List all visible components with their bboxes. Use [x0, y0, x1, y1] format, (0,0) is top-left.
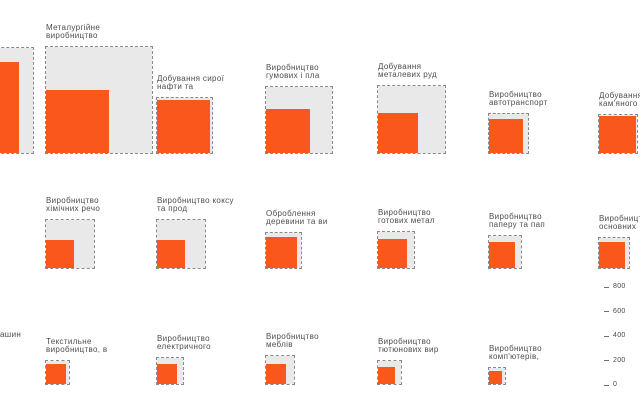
value-square [378, 367, 395, 384]
industry-label: Виробництво автотранспорт [489, 90, 548, 107]
reference-box [265, 232, 302, 269]
industry-label: Виробництво хімічних речо [46, 196, 101, 213]
value-square [266, 237, 297, 268]
value-square [378, 113, 418, 153]
industry-label: Виробництво паперу та пап [489, 212, 546, 229]
value-square [157, 364, 177, 384]
reference-box [156, 219, 206, 269]
tick-mark [604, 286, 609, 288]
value-square [157, 100, 210, 153]
reference-box [488, 367, 506, 385]
value-square [599, 242, 625, 268]
reference-box [45, 219, 95, 269]
tick-mark [604, 335, 609, 337]
value-square [489, 242, 515, 268]
tick-label: 0 [613, 381, 618, 388]
reference-box [45, 360, 70, 385]
industry-label: Виробництво готових метал [378, 208, 435, 225]
value-square [489, 119, 523, 153]
industry-label: Текстильне виробництво, в [46, 337, 108, 354]
reference-box [0, 47, 34, 154]
value-square [266, 364, 286, 384]
reference-box [377, 231, 415, 269]
industry-label: Виробництво основних [599, 214, 640, 231]
industry-label: Оброблення деревини та ви [266, 209, 328, 226]
industry-label: Виробництво електричного [157, 334, 211, 351]
industry-label: Виробництво коксу та прод [157, 196, 234, 213]
reference-box [265, 86, 333, 154]
industry-label: Добування сирої нафти та [157, 74, 225, 91]
reference-box [265, 355, 295, 385]
reference-box [156, 357, 184, 385]
tick-mark [604, 360, 609, 362]
tick-mark [604, 311, 609, 313]
reference-box [377, 85, 446, 154]
industry-label: Виробництво меблів [266, 332, 319, 349]
tick-label: 200 [613, 356, 626, 364]
industry-label: Добування кам'яного [599, 91, 640, 108]
value-square [378, 239, 407, 268]
industry-label: Виробництво тютюнових вир [378, 337, 439, 354]
reference-box [156, 97, 213, 154]
value-square [46, 364, 66, 384]
reference-box [598, 114, 638, 154]
tick-label: 400 [613, 332, 626, 340]
reference-box [488, 113, 529, 154]
axis-tick: 0 [604, 381, 617, 389]
tick-label: 800 [613, 283, 626, 291]
industry-label: Виробництво комп'ютерів, [489, 344, 542, 361]
axis-tick: 200 [604, 357, 626, 365]
value-square [266, 109, 310, 153]
axis-tick: 600 [604, 308, 626, 316]
reference-box [377, 360, 402, 385]
axis-tick: 800 [604, 283, 626, 291]
industry-label: Металургійне виробництво [46, 23, 101, 40]
value-square [0, 62, 19, 153]
industry-label: ашин [0, 330, 22, 339]
axis-tick: 400 [604, 332, 626, 340]
reference-box [598, 237, 630, 269]
value-square [599, 116, 636, 153]
value-square [46, 240, 74, 268]
tick-mark [604, 384, 609, 386]
industry-label: Добування металевих руд [378, 62, 438, 79]
value-square [489, 371, 502, 384]
industry-label: Виробництво гумових і пла [266, 63, 320, 80]
reference-box [45, 46, 153, 154]
tick-label: 600 [613, 307, 626, 315]
value-square [46, 90, 109, 153]
reference-box [488, 235, 522, 269]
value-square [157, 240, 185, 268]
